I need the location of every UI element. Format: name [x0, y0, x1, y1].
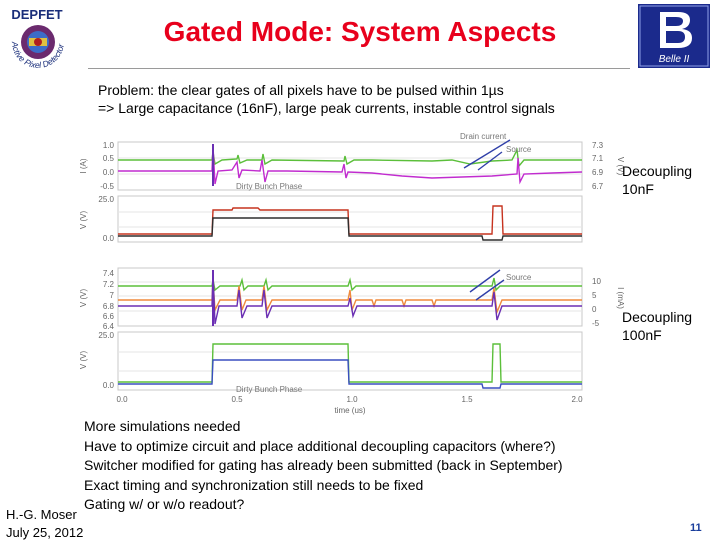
simulation-figure: Drain current Source Dirty Bunch Phase S…	[72, 130, 632, 415]
note-item: Have to optimize circuit and place addit…	[84, 437, 556, 454]
x-tick: 2.0	[571, 395, 583, 404]
presentation-date: July 25, 2012	[6, 525, 84, 540]
trace-dark-2	[118, 217, 582, 241]
p3-right-tick: 10	[592, 277, 601, 286]
decoupling-label-value: 100nF	[622, 327, 662, 343]
p3-left-tick: 6.4	[103, 322, 115, 331]
p1-left-tick: 0.0	[103, 168, 115, 177]
x-tick: 1.0	[346, 395, 358, 404]
p2-left-axis: V (V)	[79, 211, 88, 230]
p4-left-tick: 25.0	[98, 331, 114, 340]
p1-right-tick: 7.1	[592, 154, 604, 163]
p2-left-tick: 0.0	[103, 234, 115, 243]
p1-left-tick: 1.0	[103, 141, 115, 150]
x-tick: 1.5	[461, 395, 473, 404]
p3-right-axis: I (mA)	[616, 287, 625, 309]
x-tick: 0.5	[231, 395, 243, 404]
note-item: Exact timing and synchronization still n…	[84, 476, 424, 493]
p3-left-tick: 7	[110, 291, 115, 300]
trace-red-2	[118, 205, 582, 235]
depfet-logo-text: DEPFET	[11, 7, 62, 22]
panel-2	[117, 195, 583, 243]
p1-right-tick: 6.7	[592, 182, 604, 191]
footer-author: H.-G. Moser July 25, 2012	[6, 506, 83, 542]
x-axis-label: time (us)	[334, 406, 365, 415]
source-arrow-2	[475, 279, 505, 301]
drain-current-label: Drain current	[460, 132, 507, 141]
x-tick: 0.0	[116, 395, 128, 404]
p4-left-tick: 0.0	[103, 381, 115, 390]
p1-right-tick: 6.9	[592, 168, 604, 177]
note-item: Switcher modified for gating has already…	[84, 457, 563, 473]
trace-purple-3	[118, 271, 582, 325]
decoupling-label-100nf: Decoupling 100nF	[622, 308, 692, 344]
p3-right-tick: 5	[592, 291, 597, 300]
p1-left-axis: I (A)	[79, 158, 88, 173]
p2-left-tick: 25.0	[98, 195, 114, 204]
trace-magenta-1	[118, 145, 583, 185]
dirty-bunch-label-2: Dirty Bunch Phase	[236, 385, 303, 394]
slide-title: Gated Mode: System Aspects	[163, 16, 557, 47]
author-name: H.-G. Moser	[6, 507, 77, 522]
p4-left-axis: V (V)	[79, 351, 88, 370]
p1-left-tick: 0.5	[103, 154, 115, 163]
problem-line-1: Problem: the clear gates of all pixels h…	[98, 82, 504, 98]
p3-left-tick: 7.4	[103, 269, 115, 278]
trace-blue-4	[118, 359, 582, 389]
decoupling-label-value: 10nF	[622, 181, 654, 197]
title-divider	[88, 68, 630, 69]
note-item: Gating w/ or w/o readout?	[84, 496, 245, 512]
source-label-2: Source	[506, 273, 532, 282]
decoupling-label-line: Decoupling	[622, 309, 693, 325]
decoupling-label-10nf: Decoupling 10nF	[622, 162, 692, 198]
p3-left-tick: 7.2	[103, 280, 115, 289]
source-arrow-3	[469, 269, 501, 293]
source-arrow-1	[477, 151, 503, 171]
page-number: 11	[690, 522, 702, 534]
trace-green-3	[118, 277, 582, 292]
drain-current-arrow	[463, 139, 511, 169]
p3-right-tick: -5	[592, 319, 600, 328]
p3-left-tick: 6.8	[103, 302, 115, 311]
depfet-logo: DEPFET Active Pixel Detector	[2, 2, 72, 76]
p1-right-tick: 7.3	[592, 141, 604, 150]
panel-4	[117, 331, 583, 391]
decoupling-label-line: Decoupling	[622, 163, 693, 179]
p3-left-axis: V (V)	[79, 289, 88, 308]
panel-1	[117, 141, 583, 191]
source-label-1: Source	[506, 145, 532, 154]
note-item: More simulations needed	[84, 418, 241, 434]
p3-left-tick: 6.6	[103, 312, 115, 321]
trace-green-1	[118, 147, 582, 168]
p3-right-tick: 0	[592, 305, 597, 314]
problem-line-2: => Large capacitance (16nF), large peak …	[98, 100, 555, 116]
belle2-logo-text: Belle II	[659, 54, 690, 65]
p1-left-tick: -0.5	[100, 182, 114, 191]
notes-list: More simulations needed Have to optimize…	[84, 417, 563, 515]
dirty-bunch-label-1: Dirty Bunch Phase	[236, 182, 303, 191]
p1-right-axis: V (V)	[616, 157, 625, 176]
belle2-logo: Belle II	[638, 4, 710, 68]
